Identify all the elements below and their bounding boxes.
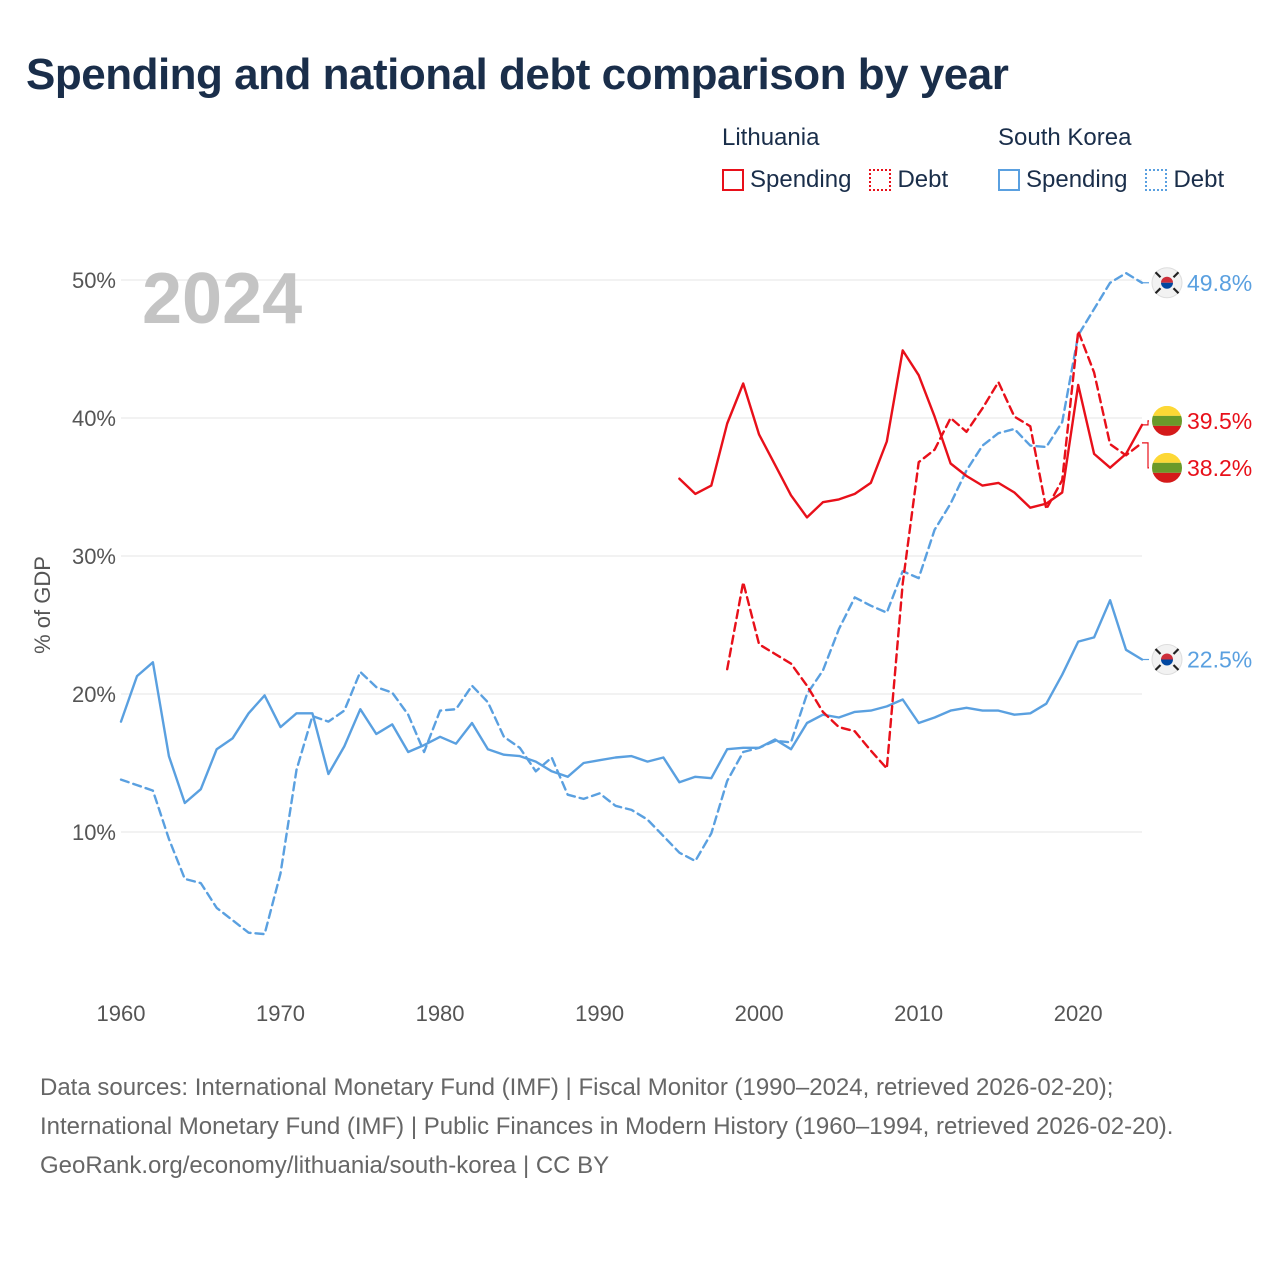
lithuania-flag-icon bbox=[1152, 452, 1182, 483]
legend-group-lithuania: Lithuania Spending Debt bbox=[722, 124, 948, 194]
legend-item-label: Spending bbox=[750, 166, 852, 193]
y-tick-label: 10% bbox=[72, 820, 116, 845]
series-lines bbox=[119, 271, 1144, 936]
solid-line-swatch-icon bbox=[998, 169, 1020, 191]
legend-item-lithuania-debt[interactable]: Debt bbox=[869, 166, 948, 194]
end-label-value: 49.8% bbox=[1187, 270, 1252, 296]
gridlines bbox=[121, 279, 1142, 833]
legend-group-south-korea: South Korea Spending Debt bbox=[998, 124, 1224, 194]
south-korea-flag-icon bbox=[1151, 644, 1183, 675]
end-label-connector bbox=[1142, 442, 1149, 469]
year-watermark: 2024 bbox=[142, 259, 302, 339]
x-tick-label: 2010 bbox=[894, 1001, 943, 1026]
end-label-value: 22.5% bbox=[1187, 647, 1252, 673]
legend-item-label: Debt bbox=[897, 166, 949, 193]
legend-item-lithuania-spending[interactable]: Spending bbox=[722, 166, 851, 194]
legend-item-label: Debt bbox=[1173, 166, 1225, 193]
x-tick-label: 1980 bbox=[416, 1001, 465, 1026]
attribution-link[interactable]: GeoRank.org/economy/lithuania/south-kore… bbox=[40, 1152, 610, 1179]
data-sources-text: Data sources: International Monetary Fun… bbox=[40, 1074, 1174, 1140]
dotted-line-swatch-icon bbox=[869, 169, 892, 191]
x-tick-label: 2020 bbox=[1054, 1001, 1103, 1026]
x-tick-label: 1970 bbox=[256, 1001, 305, 1026]
y-axis-ticks: 10% 20% 30% 40% 50% bbox=[72, 268, 116, 845]
x-tick-label: 1960 bbox=[97, 1001, 146, 1026]
series-line-lithuania-debt[interactable] bbox=[726, 329, 1144, 770]
end-label-value: 38.2% bbox=[1187, 455, 1252, 481]
south-korea-flag-icon bbox=[1151, 267, 1183, 299]
y-tick-label: 30% bbox=[72, 544, 116, 569]
solid-line-swatch-icon bbox=[722, 169, 744, 191]
y-axis-label: % of GDP bbox=[30, 556, 55, 654]
end-label-value: 39.5% bbox=[1187, 408, 1252, 434]
end-labels: 49.8% 39.5% 38.2% 22.5% bbox=[1142, 267, 1252, 675]
x-axis-ticks: 1960 1970 1980 1990 2000 2010 2020 bbox=[97, 1001, 1103, 1026]
y-tick-label: 20% bbox=[72, 682, 116, 707]
x-tick-label: 2000 bbox=[735, 1001, 784, 1026]
line-chart: 10% 20% 30% 40% 50% 1960 1970 1980 1990 2000 2010… bbox=[30, 259, 1252, 1026]
x-tick-label: 1990 bbox=[575, 1001, 624, 1026]
dotted-line-swatch-icon bbox=[1145, 169, 1168, 191]
footer: Data sources: International Monetary Fun… bbox=[40, 1068, 1240, 1185]
legend-item-south-korea-debt[interactable]: Debt bbox=[1145, 166, 1224, 194]
legend-group-title: Lithuania bbox=[722, 124, 820, 151]
y-tick-label: 50% bbox=[72, 268, 116, 293]
legend-group-title: South Korea bbox=[998, 124, 1132, 151]
legend-item-south-korea-spending[interactable]: Spending bbox=[998, 166, 1127, 194]
y-tick-label: 40% bbox=[72, 406, 116, 431]
series-line-lithuania-spending[interactable] bbox=[678, 349, 1144, 519]
page-title: Spending and national debt comparison by… bbox=[26, 50, 1009, 99]
series-line-south-korea-spending[interactable] bbox=[119, 599, 1144, 805]
lithuania-flag-icon bbox=[1152, 405, 1182, 436]
series-line-south-korea-debt[interactable] bbox=[119, 271, 1144, 936]
end-label-connector bbox=[1142, 420, 1149, 426]
legend-item-label: Spending bbox=[1026, 166, 1128, 193]
